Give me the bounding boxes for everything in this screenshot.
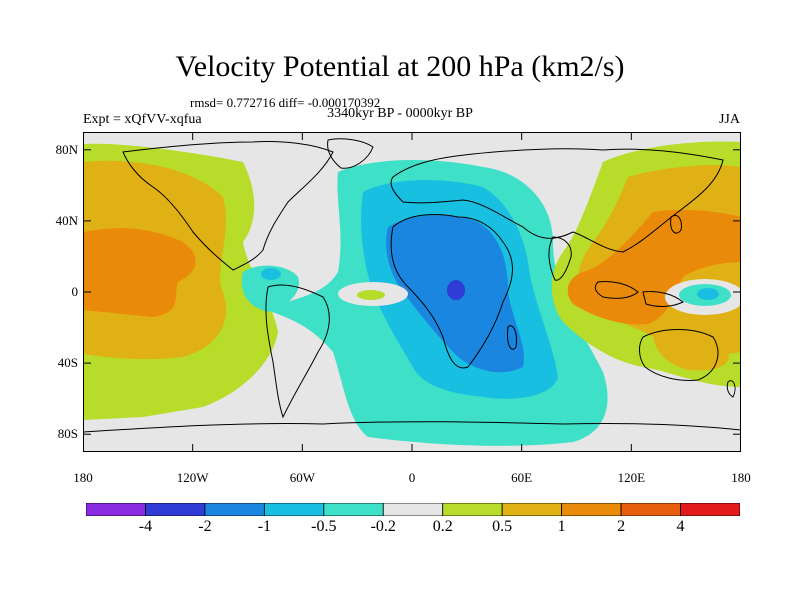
y-tick-label: 40S xyxy=(57,355,78,371)
colorbar-segment xyxy=(680,503,740,516)
colorbar-label: -0.5 xyxy=(311,518,337,535)
colorbar-segment xyxy=(263,503,325,516)
colorbar-label: 1 xyxy=(557,518,566,535)
colorbar-segment xyxy=(620,503,681,516)
colorbar-segment xyxy=(501,503,563,516)
x-tick-label: 0 xyxy=(408,470,416,485)
y-tick-label: 40N xyxy=(55,212,78,228)
season-label: JJA xyxy=(718,112,740,127)
map-title: Velocity Potential at 200 hPa (km2/s) xyxy=(175,50,625,83)
colorbar-segment xyxy=(204,503,265,516)
colorbar-segment xyxy=(382,503,444,516)
x-tick-label: 60E xyxy=(511,470,533,485)
contour-asia-pos3 xyxy=(567,209,741,325)
period-label: 3340kyr BP - 0000kyr BP xyxy=(327,106,473,121)
coastlines xyxy=(83,138,741,433)
contour-caribbean-neg1 xyxy=(241,265,299,312)
x-tick-label: 60W xyxy=(289,470,315,485)
colorbar-segment xyxy=(145,503,206,516)
contour-caribbean-neg2 xyxy=(261,268,281,280)
colorbar xyxy=(86,503,740,516)
colorbar-label: 0.2 xyxy=(432,518,453,535)
colorbar-segment xyxy=(442,503,503,516)
x-tick-label: 180 xyxy=(73,470,93,485)
experiment-label: Expt = xQfVV-xqfua xyxy=(83,112,202,127)
y-tick-label: 80S xyxy=(57,426,78,442)
velocity-potential-map xyxy=(83,132,741,452)
contour-atlantic-eye-pos xyxy=(357,290,385,300)
contour-africa-neg4 xyxy=(447,280,465,300)
contour-westpac-neg2 xyxy=(697,288,719,300)
stats-label: rmsd= 0.772716 diff= -0.000170392 xyxy=(190,95,381,110)
colorbar-label: 4 xyxy=(676,518,685,535)
axis-ticks xyxy=(83,132,741,452)
x-tick-label: 120E xyxy=(617,470,646,485)
colorbar-segment xyxy=(323,503,384,516)
colorbar-segment xyxy=(561,503,622,516)
contour-australia-pos2 xyxy=(653,330,729,371)
colorbar-label: -0.2 xyxy=(370,518,396,535)
colorbar-label: -4 xyxy=(138,518,153,535)
x-tick-label: 180 xyxy=(731,470,751,485)
colorbar-label: 0.5 xyxy=(492,518,513,535)
x-tick-label: 120W xyxy=(176,470,209,485)
y-tick-label: 80N xyxy=(55,141,78,157)
colorbar-label: -2 xyxy=(198,518,212,535)
colorbar-label: 2 xyxy=(617,518,626,535)
colorbar-segment xyxy=(86,503,146,516)
colorbar-label: -1 xyxy=(257,518,272,535)
y-tick-label: 0 xyxy=(71,284,79,299)
contour-pacific-west-pos3 xyxy=(83,228,196,317)
